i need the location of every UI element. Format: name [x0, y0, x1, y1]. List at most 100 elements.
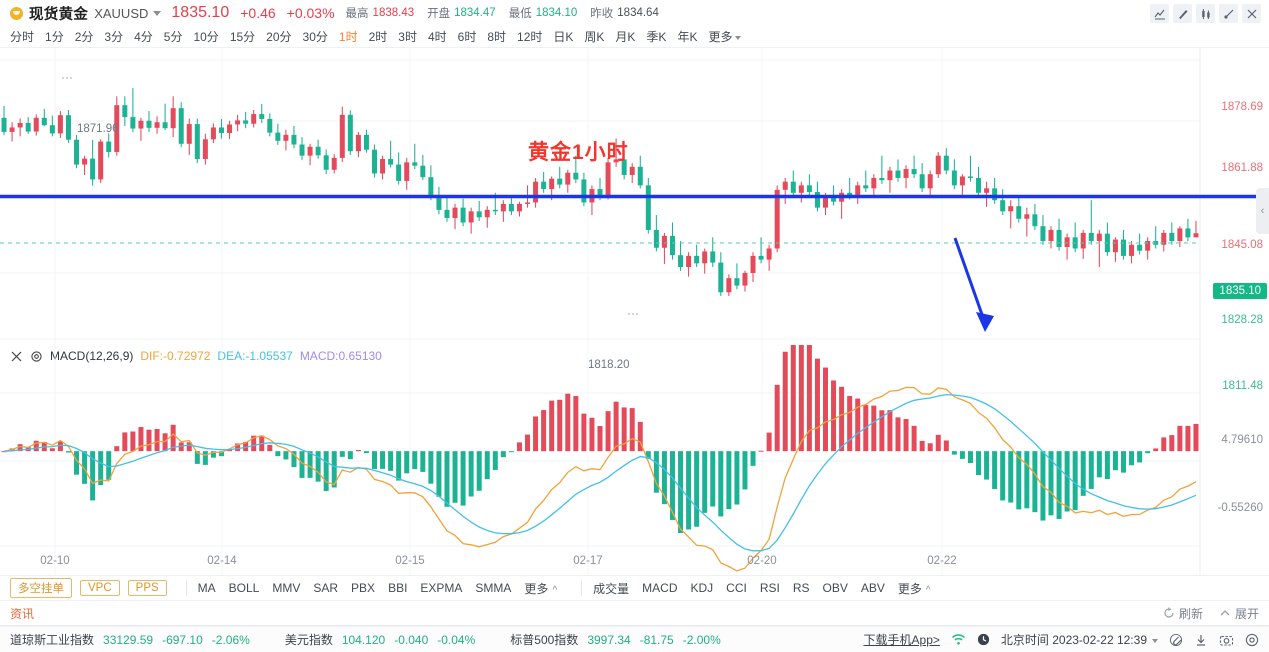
pps-button[interactable]: PPS [127, 580, 167, 596]
status-bar-right: 下载手机App> 北京时间 2023-02-22 12:39 [864, 631, 1259, 648]
news-actions: 刷新 展开 [1163, 605, 1259, 622]
period-tab-6[interactable]: 10分 [193, 30, 219, 44]
high-label: 最高 [345, 8, 369, 20]
sub-indicator-5[interactable]: RS [792, 581, 810, 595]
period-tab-3[interactable]: 3分 [104, 30, 124, 44]
expand-button[interactable]: 展开 [1219, 605, 1259, 622]
index-value: 104.120 [341, 632, 386, 647]
gear-icon[interactable] [30, 350, 43, 363]
vpc-button[interactable]: VPC [80, 580, 120, 596]
period-tab-14[interactable]: 6时 [457, 30, 477, 44]
period-tab-19[interactable]: 月K [615, 30, 636, 44]
macd-dea-value: DEA:-1.05537 [217, 349, 293, 363]
long-short-orders-button[interactable]: 多空挂单 [10, 578, 72, 598]
sub-indicator-0[interactable]: 成交量 [593, 581, 630, 596]
period-tab-18[interactable]: 周K [584, 30, 605, 44]
main-indicator-more[interactable]: 更多 [524, 580, 557, 597]
period-tab-13[interactable]: 4时 [427, 30, 447, 44]
period-tab-16[interactable]: 12时 [517, 30, 543, 44]
period-tab-7[interactable]: 15分 [229, 30, 256, 44]
download-icon[interactable] [1194, 633, 1208, 647]
period-tab-8[interactable]: 20分 [266, 30, 292, 44]
download-app-link[interactable]: 下载手机App> [863, 633, 940, 647]
sub-indicator-1[interactable]: MACD [642, 581, 678, 595]
market-indices: 道琼斯工业指数 33129.59 -697.10 -2.06% 美元指数 104.120-… [10, 631, 756, 648]
beijing-time[interactable]: 北京时间 2023-02-22 12:39 [1001, 631, 1158, 648]
close-icon[interactable] [1242, 4, 1261, 23]
last-price: 1835.10 [171, 4, 230, 21]
main-indicator-mmv[interactable]: MMV [272, 581, 301, 595]
period-tab-bar: 分时 1分 2分 3分 4分 5分 10分 15分 20分 30分 1时 2时 3时 4时 6时 8时 12时日… [0, 26, 1269, 48]
index-name: 美元指数 [284, 633, 333, 647]
prev-close-value: 1834.64 [617, 7, 659, 19]
price-change: +0.46 [240, 5, 276, 21]
index-change: -0.040 [394, 632, 429, 647]
low-label: 最低 [508, 8, 532, 20]
collapse-panel-icon[interactable]: ‹ [1256, 188, 1269, 234]
macd-title: MACD(12,26,9) [50, 349, 134, 363]
main-indicator-expma[interactable]: EXPMA [420, 581, 463, 595]
index-item[interactable]: 道琼斯工业指数 33129.59 -697.10 -2.06% [10, 631, 259, 648]
sub-indicator-3[interactable]: CCI [726, 581, 747, 595]
period-tab-11[interactable]: 2时 [368, 30, 388, 44]
period-tab-15[interactable]: 8时 [487, 30, 507, 44]
period-tab-0[interactable]: 分时 [10, 30, 35, 44]
period-tab-22[interactable]: 更多 [708, 28, 741, 45]
settings-icon[interactable] [1245, 633, 1259, 647]
screenshot-icon[interactable] [1219, 633, 1234, 647]
symbol-name: 现货黄金 [29, 6, 89, 23]
index-percent: -2.00% [682, 632, 721, 647]
main-indicator-boll[interactable]: BOLL [228, 581, 260, 595]
attachment-icon[interactable] [1169, 633, 1183, 647]
index-item[interactable]: 美元指数 104.120 -0.040 -0.04% [285, 631, 484, 648]
symbol-code: XAUUSD [94, 5, 149, 21]
index-item[interactable]: 标普500指数 3997.34 -81.75 -2.00% [510, 631, 729, 648]
main-indicator-sar[interactable]: SAR [313, 581, 339, 595]
news-tab[interactable]: 资讯 [10, 606, 35, 621]
symbol-dropdown-icon[interactable] [153, 10, 162, 16]
period-tab-10[interactable]: 1时 [338, 30, 358, 44]
sub-indicator-4[interactable]: RSI [759, 581, 780, 595]
current-price-tag: 1835.10 [1213, 283, 1267, 299]
period-tab-4[interactable]: 4分 [134, 30, 153, 44]
close-icon[interactable] [10, 350, 23, 363]
refresh-button[interactable]: 刷新 [1163, 605, 1203, 622]
period-tab-1[interactable]: 1分 [45, 30, 64, 44]
high-price-marker: 1871.96 [77, 123, 119, 135]
period-tab-12[interactable]: 3时 [398, 30, 417, 44]
date-tick-5: 02-22 [927, 555, 957, 567]
price-chart-pane[interactable]: 黄金1小时 1871.96 1818.20 ‹ [0, 48, 1269, 371]
period-tab-21[interactable]: 年K [677, 30, 698, 44]
period-tab-20[interactable]: 季K [646, 30, 667, 44]
macd-dif-value: DIF:-0.72972 [140, 349, 211, 363]
main-indicator-bbi[interactable]: BBI [388, 581, 408, 595]
period-tab-9[interactable]: 30分 [302, 30, 328, 44]
status-bar: 道琼斯工业指数 33129.59 -697.10 -2.06% 美元指数 104.120-… [0, 626, 1269, 652]
chevron-up-icon [1220, 610, 1230, 616]
gold-coin-icon [10, 6, 23, 20]
macd-svg [0, 345, 1201, 575]
index-change: -697.10 [162, 632, 203, 647]
wifi-icon [951, 633, 966, 646]
sub-indicator-6[interactable]: OBV [822, 581, 848, 595]
sub-indicator-more[interactable]: 更多 [898, 580, 931, 597]
sub-indicator-2[interactable]: KDJ [690, 581, 714, 595]
main-indicator-ma[interactable]: MA [197, 581, 216, 595]
period-tab-5[interactable]: 5分 [163, 30, 183, 44]
main-indicator-smma[interactable]: SMMA [475, 581, 512, 595]
chart-container[interactable]: 黄金1小时 1871.96 1818.20 ‹ 1878.69 1861.88 18… [0, 48, 1269, 599]
index-value: 3997.34 [587, 632, 631, 647]
sub-indicator-7[interactable]: ABV [860, 581, 885, 595]
macd-chart-pane[interactable] [0, 345, 1269, 575]
indicator-icon[interactable] [1150, 4, 1169, 23]
main-indicator-pbx[interactable]: PBX [351, 581, 376, 595]
low-price-marker: 1818.20 [588, 359, 630, 371]
index-percent: -0.04% [437, 632, 476, 647]
index-name: 标普500指数 [510, 633, 579, 647]
period-tab-2[interactable]: 2分 [74, 30, 94, 44]
period-tab-17[interactable]: 日K [553, 30, 574, 44]
draw-line-icon[interactable] [1173, 4, 1192, 23]
crosshair-icon[interactable] [1219, 4, 1238, 23]
candle-type-icon[interactable] [1196, 4, 1215, 23]
